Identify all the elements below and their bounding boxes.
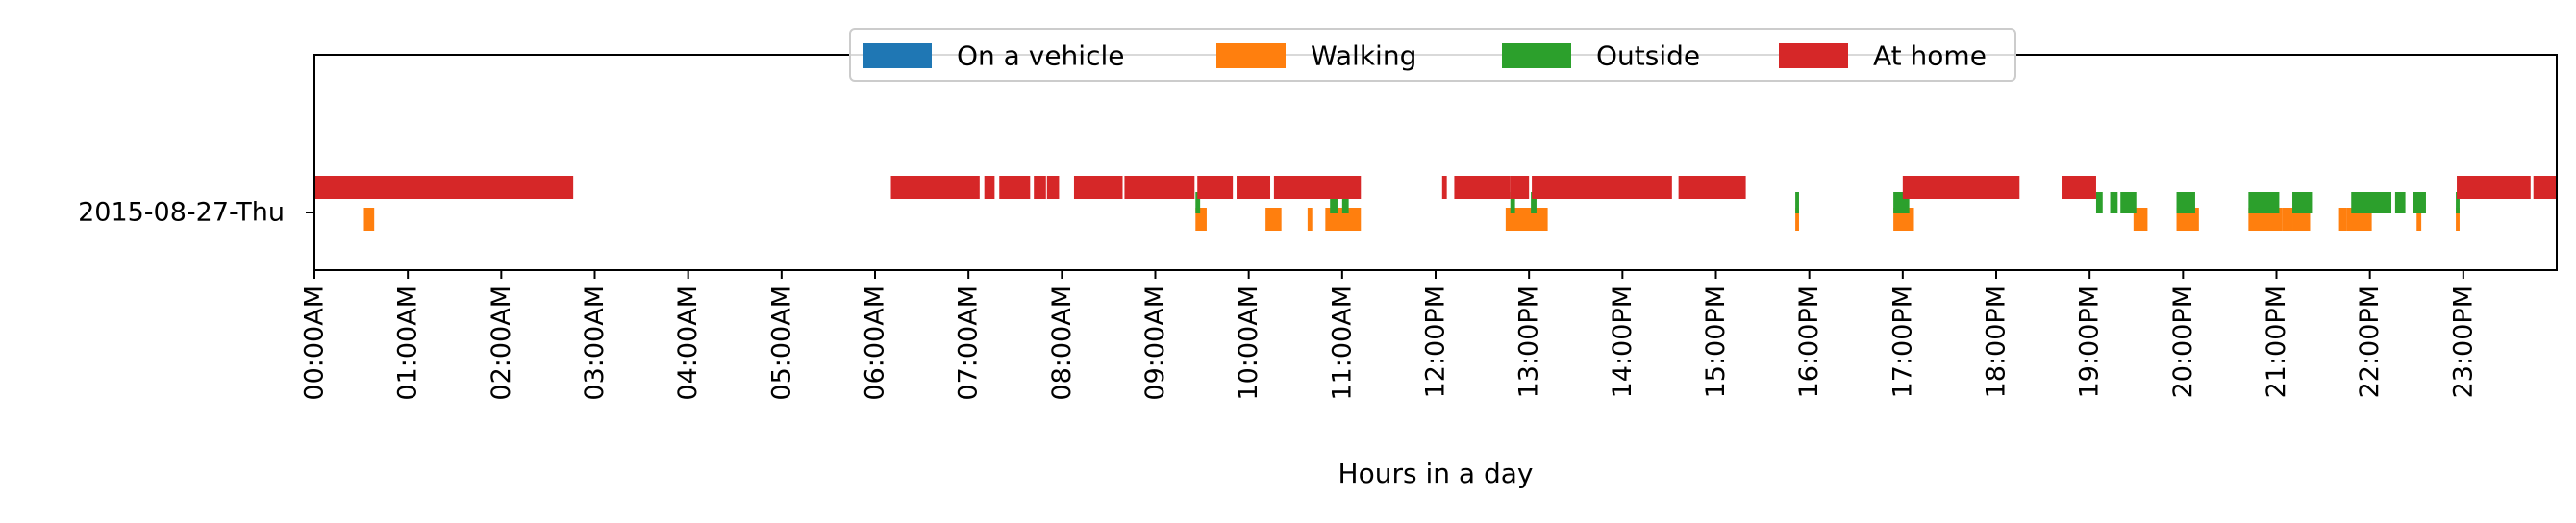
outside-bar <box>2095 192 2103 213</box>
walking-bar <box>1195 208 1207 231</box>
x-tick-label: 17:00PM <box>1888 286 1917 398</box>
legend-swatch-outside <box>1502 43 1571 68</box>
at-home-bar <box>1237 176 1271 199</box>
legend: On a vehicle Walking Outside At home <box>849 28 2016 82</box>
x-tick-label: 16:00PM <box>1794 286 1824 398</box>
at-home-bar <box>1441 176 1447 199</box>
at-home-bar <box>1902 176 2020 199</box>
walking-bar <box>2133 208 2148 231</box>
at-home-bar <box>1046 176 1060 199</box>
outside-bar <box>1531 192 1537 213</box>
outside-bar <box>2120 192 2137 213</box>
legend-label-walking: Walking <box>1311 40 1416 72</box>
walking-bar <box>2416 208 2422 231</box>
at-home-bar <box>890 176 980 199</box>
legend-label-on-a-vehicle: On a vehicle <box>957 40 1124 72</box>
activity-bars <box>314 176 2557 231</box>
x-tick-label: 20:00PM <box>2168 286 2198 398</box>
outside-bar <box>2413 192 2426 213</box>
at-home-bar <box>1273 176 1362 199</box>
x-axis-title: Hours in a day <box>1338 458 1534 489</box>
outside-bar <box>1795 192 1799 213</box>
outside-bar <box>2292 192 2313 213</box>
walking-bar <box>2282 208 2293 231</box>
outside-bar <box>2110 192 2118 213</box>
x-tick-label: 01:00AM <box>393 286 423 401</box>
x-tick-label: 19:00PM <box>2075 286 2105 398</box>
outside-bar <box>1195 192 1201 213</box>
at-home-bar <box>1124 176 1195 199</box>
outside-bar <box>2351 192 2392 213</box>
at-home-bar <box>1073 176 1123 199</box>
outside-bar <box>1510 192 1515 213</box>
at-home-bar <box>1678 176 1746 199</box>
x-tick-label: 00:00AM <box>300 286 330 401</box>
at-home-bar <box>984 176 995 199</box>
row-label: 2015-08-27-Thu <box>78 198 285 228</box>
at-home-bar <box>1197 176 1234 199</box>
outside-bar <box>1341 192 1349 213</box>
at-home-bar <box>1532 176 1672 199</box>
x-tick-label: 15:00PM <box>1701 286 1731 398</box>
legend-box <box>849 28 2016 82</box>
walking-bar <box>2456 208 2460 231</box>
walking-bar <box>1265 208 1282 231</box>
x-tick-label: 14:00PM <box>1608 286 1638 398</box>
x-tick-label: 08:00AM <box>1047 286 1077 401</box>
x-tick-label: 06:00AM <box>861 286 890 401</box>
x-tick-label: 07:00AM <box>954 286 984 401</box>
y-axis: 2015-08-27-Thu <box>78 198 314 228</box>
x-tick-label: 09:00AM <box>1140 286 1170 401</box>
outside-bar <box>2456 192 2460 213</box>
x-tick-label: 11:00AM <box>1327 286 1357 401</box>
walking-bar <box>1795 208 1799 231</box>
at-home-bar <box>1454 176 1511 199</box>
walking-bar <box>363 208 375 231</box>
legend-label-outside: Outside <box>1596 40 1700 72</box>
x-tick-label: 02:00AM <box>487 286 516 401</box>
walking-bar <box>1307 208 1313 231</box>
x-tick-label: 21:00PM <box>2262 286 2291 398</box>
at-home-bar <box>2533 176 2557 199</box>
at-home-bar <box>314 176 574 199</box>
x-tick-label: 22:00PM <box>2355 286 2385 398</box>
at-home-bar <box>1510 176 1530 199</box>
x-tick-label: 12:00PM <box>1421 286 1451 398</box>
outside-bar <box>2248 192 2280 213</box>
walking-bar <box>2338 208 2347 231</box>
outside-bar <box>2176 192 2195 213</box>
outside-bar <box>1330 192 1338 213</box>
legend-swatch-at-home <box>1779 43 1848 68</box>
outside-bar <box>2394 192 2406 213</box>
x-tick-label: 10:00AM <box>1234 286 1263 401</box>
legend-swatch-walking <box>1216 43 1286 68</box>
at-home-bar <box>1034 176 1046 199</box>
plot-area-frame <box>313 54 2558 271</box>
x-tick-label: 03:00AM <box>580 286 610 401</box>
at-home-bar <box>2457 176 2531 199</box>
at-home-bar <box>999 176 1031 199</box>
x-tick-label: 05:00AM <box>766 286 796 401</box>
x-axis: 00:00AM 01:00AM 02:00AM 03:00AM 04:00AM 05:00… <box>300 270 2478 401</box>
at-home-bar <box>2062 176 2096 199</box>
x-tick-label: 23:00PM <box>2448 286 2478 398</box>
x-tick-label: 04:00AM <box>673 286 703 401</box>
x-tick-label: 18:00PM <box>1982 286 2012 398</box>
x-tick-label: 13:00PM <box>1514 286 1544 398</box>
legend-label-at-home: At home <box>1873 40 1987 72</box>
legend-swatch-on-a-vehicle <box>863 43 932 68</box>
